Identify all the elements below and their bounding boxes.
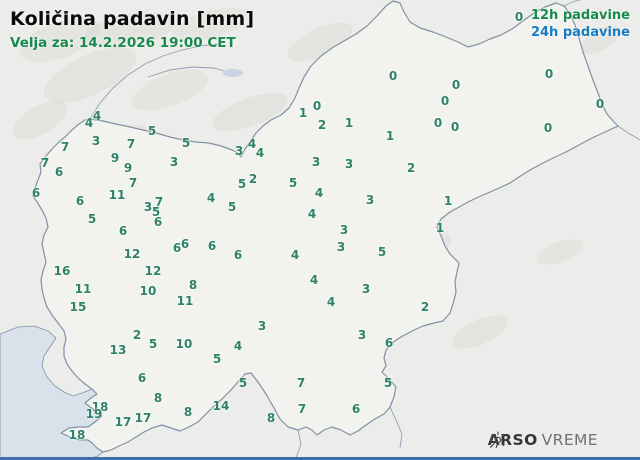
arso-branding: ARSO VREME [488,431,598,449]
toggle-24h-padavine[interactable]: 24h padavine [530,25,630,40]
slovenia-border [32,0,619,453]
brand-product: VREME [541,431,598,449]
layer-legend: 12h padavine 24h padavine [531,7,630,41]
lake-icon [223,69,243,77]
valid-time: Velja za: 14.2.2026 19:00 CET [10,35,236,51]
brand-text: ARSO VREME [488,431,598,449]
bottom-border-bar [0,457,640,460]
toggle-12h-padavine[interactable]: 12h padavine [530,8,630,23]
arso-weather-sun-icon [489,431,507,449]
page-title: Količina padavin [mm] [10,8,255,30]
brand-agency: ARSO [487,431,538,449]
neighbour-borders [89,0,640,459]
